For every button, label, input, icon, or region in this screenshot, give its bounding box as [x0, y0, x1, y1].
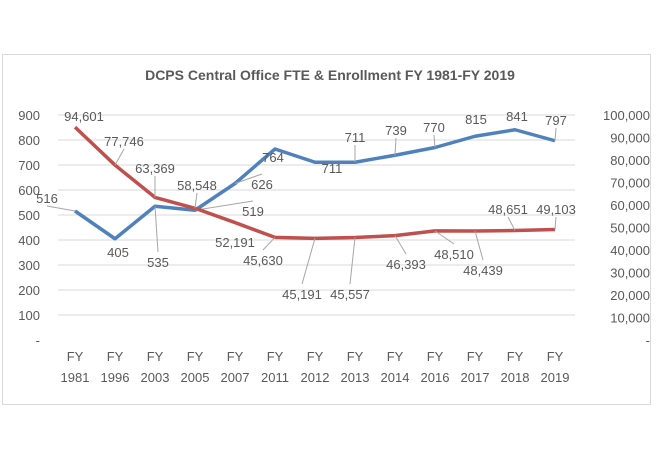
data-label: 45,630 — [243, 253, 283, 268]
right-axis-tick: - — [646, 333, 650, 348]
right-axis-tick: 30,000 — [610, 266, 650, 281]
data-label: 58,548 — [177, 178, 217, 193]
x-axis-tick-line1: FY — [467, 349, 484, 364]
left-axis-tick: 300 — [18, 258, 40, 273]
x-axis-tick-line1: FY — [267, 349, 284, 364]
data-label: 45,191 — [282, 287, 322, 302]
x-axis-tick-line2: 2017 — [461, 370, 490, 385]
data-label: 405 — [107, 245, 129, 260]
x-axis-tick-line1: FY — [387, 349, 404, 364]
right-axis-tick: 10,000 — [610, 311, 650, 326]
x-axis-tick-line1: FY — [67, 349, 84, 364]
x-axis-tick-line1: FY — [427, 349, 444, 364]
leader-line — [474, 230, 484, 261]
x-axis-tick-line2: 2011 — [261, 370, 289, 385]
right-axis-tick: 80,000 — [610, 153, 650, 168]
x-axis-tick-line1: FY — [227, 349, 244, 364]
left-axis-tick: 200 — [18, 283, 40, 298]
leader-line — [394, 137, 397, 156]
left-axis-tick: 400 — [18, 233, 40, 248]
x-axis-tick-line1: FY — [547, 349, 564, 364]
data-label: 77,746 — [104, 134, 144, 149]
chart-title: DCPS Central Office FTE & Enrollment FY … — [145, 67, 515, 83]
data-label: 535 — [147, 255, 169, 270]
left-axis-tick: 800 — [18, 133, 40, 148]
right-axis-tick: 20,000 — [610, 288, 650, 303]
left-axis-tick: 100 — [18, 308, 40, 323]
x-axis-tick-line2: 2014 — [381, 370, 410, 385]
x-axis-tick-line1: FY — [107, 349, 124, 364]
data-label: 48,510 — [434, 247, 474, 262]
data-label: 46,393 — [386, 257, 426, 272]
leader-line — [114, 148, 125, 166]
right-axis-tick: 90,000 — [610, 131, 650, 146]
leader-line — [46, 205, 76, 212]
x-axis-tick-line1: FY — [507, 349, 524, 364]
x-axis-tick-line2: 2003 — [141, 370, 170, 385]
leader-line — [194, 200, 254, 211]
leader-line — [349, 237, 356, 285]
data-label: 764 — [262, 150, 284, 165]
right-axis-tick: 70,000 — [610, 176, 650, 191]
right-axis-tick: 40,000 — [610, 243, 650, 258]
x-axis-tick-line2: 1996 — [101, 370, 130, 385]
x-axis-tick-line1: FY — [147, 349, 164, 364]
data-label: 94,601 — [64, 109, 104, 124]
fte-line — [74, 128, 556, 241]
data-label: 626 — [251, 177, 273, 192]
leader-line — [433, 134, 436, 148]
data-label: 52,191 — [215, 235, 255, 250]
x-axis-tick-line2: 2016 — [421, 370, 450, 385]
x-axis-tick-line2: 2013 — [341, 370, 370, 385]
leader-line — [234, 173, 263, 184]
right-axis-tick: 60,000 — [610, 198, 650, 213]
data-label: 711 — [322, 161, 343, 176]
data-label: 711 — [345, 130, 366, 145]
leader-line — [262, 236, 276, 251]
x-axis-tick-line2: 2018 — [501, 370, 530, 385]
data-label: 797 — [545, 113, 567, 128]
left-axis-tick: - — [36, 333, 40, 348]
leader-line — [554, 127, 557, 141]
x-axis-tick-line2: 2012 — [301, 370, 330, 385]
x-axis-tick-line1: FY — [187, 349, 204, 364]
data-label: 516 — [36, 191, 58, 206]
enrollment-line — [73, 125, 556, 241]
leader-line — [554, 216, 557, 230]
leader-line — [507, 216, 516, 231]
data-label: 519 — [242, 204, 264, 219]
data-label: 48,439 — [463, 263, 503, 278]
x-axis-tick-line2: 1981 — [61, 370, 90, 385]
left-axis-tick: 700 — [18, 158, 40, 173]
data-label: 770 — [423, 120, 445, 135]
data-label: 45,557 — [330, 287, 370, 302]
data-label: 739 — [385, 123, 407, 138]
x-axis-tick-line1: FY — [307, 349, 324, 364]
x-axis-tick-line2: 2019 — [541, 370, 570, 385]
data-label: 815 — [465, 112, 487, 127]
leader-line — [394, 235, 407, 255]
left-axis-tick: 900 — [18, 108, 40, 123]
leader-line — [194, 192, 198, 209]
left-axis-tick: 600 — [18, 183, 40, 198]
data-label: 48,651 — [488, 202, 528, 217]
right-axis-tick: 50,000 — [610, 221, 650, 236]
left-axis-tick: 500 — [18, 208, 40, 223]
data-label: 841 — [506, 109, 528, 124]
leader-line — [434, 230, 455, 245]
x-axis-tick-line2: 2005 — [181, 370, 210, 385]
x-axis-tick-line1: FY — [347, 349, 364, 364]
leader-line — [154, 206, 159, 253]
data-label: 49,103 — [536, 202, 576, 217]
right-axis-tick: 100,000 — [603, 108, 650, 123]
data-label: 63,369 — [135, 161, 175, 176]
chart-frame — [2, 54, 651, 405]
leader-line — [301, 238, 316, 285]
x-axis-tick-line2: 2007 — [221, 370, 250, 385]
